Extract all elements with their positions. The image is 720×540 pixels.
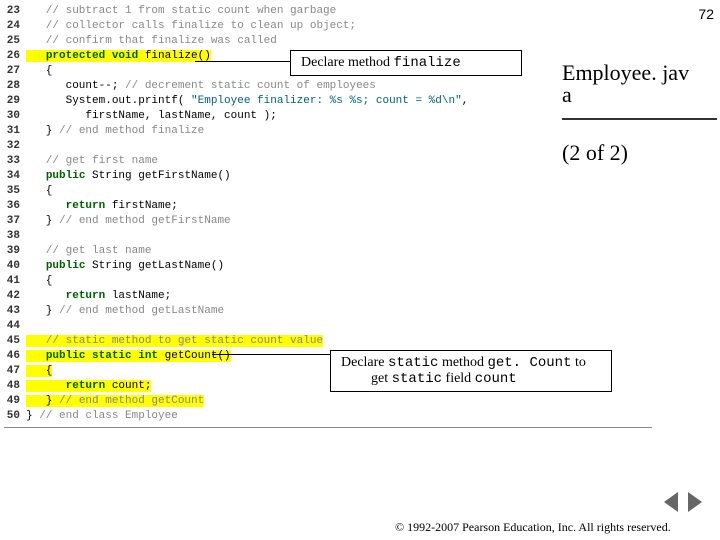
callout-mono: get. Count bbox=[487, 355, 571, 371]
callout-mono: static bbox=[392, 371, 442, 387]
title-underline bbox=[562, 118, 717, 120]
page-indicator: (2 of 2) bbox=[562, 140, 628, 166]
nav-next-icon[interactable] bbox=[688, 492, 702, 512]
callout-text: get bbox=[371, 371, 392, 386]
nav-prev-icon[interactable] bbox=[664, 492, 678, 512]
file-title-line1: Employee. jav bbox=[562, 60, 689, 86]
code-bottom-rule bbox=[4, 427, 652, 428]
callout-mono: static bbox=[388, 355, 438, 371]
callout-text: field bbox=[442, 371, 475, 386]
copyright-text: © 1992-2007 Pearson Education, Inc. All … bbox=[395, 520, 671, 535]
callout-mono: count bbox=[475, 371, 517, 387]
callout-finalize: Declare method finalize bbox=[290, 50, 522, 76]
callout-mono: finalize bbox=[394, 55, 461, 71]
slide-number: 72 bbox=[698, 6, 714, 22]
callout-line: Declare static method get. Count to bbox=[341, 355, 601, 371]
arrow-finalize bbox=[195, 61, 290, 62]
callout-text: Declare method bbox=[301, 55, 394, 70]
file-title-line2: a bbox=[562, 82, 572, 108]
callout-text: Declare bbox=[341, 355, 388, 370]
arrow-getcount bbox=[212, 354, 330, 355]
callout-line: get static field count bbox=[341, 371, 601, 387]
callout-getcount: Declare static method get. Count to get … bbox=[330, 350, 612, 392]
callout-text: to bbox=[571, 355, 585, 370]
callout-text: method bbox=[438, 355, 487, 370]
